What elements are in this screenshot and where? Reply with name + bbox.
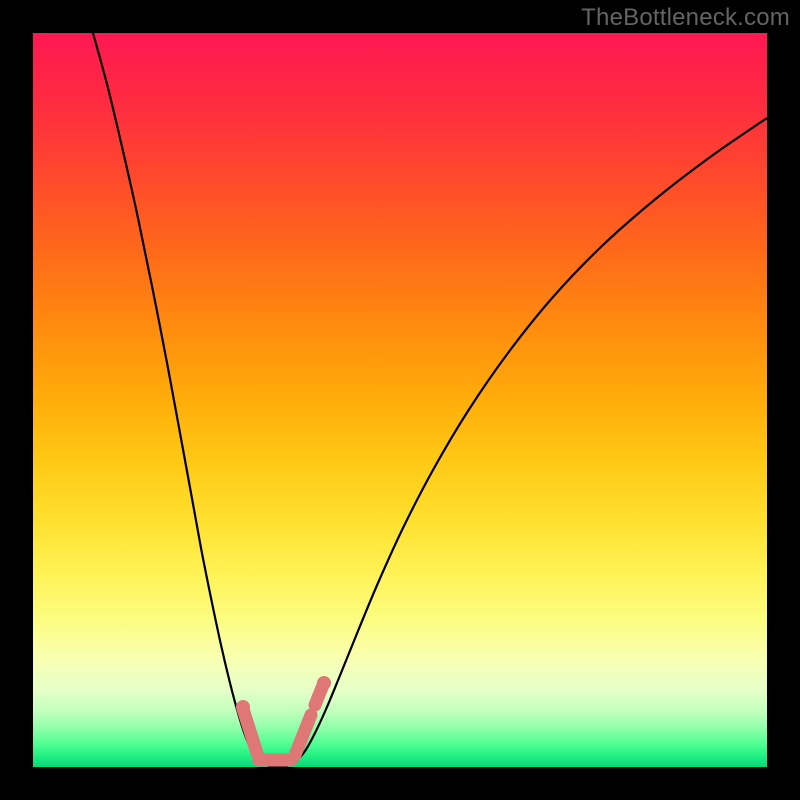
plot-area (33, 33, 767, 767)
marker-dot (236, 700, 250, 714)
watermark-text: TheBottleneck.com (581, 4, 790, 32)
chart-svg (0, 0, 800, 800)
chart-container: TheBottleneck.com (0, 0, 800, 800)
gradient-background (33, 33, 767, 767)
marker-dot (317, 676, 331, 690)
